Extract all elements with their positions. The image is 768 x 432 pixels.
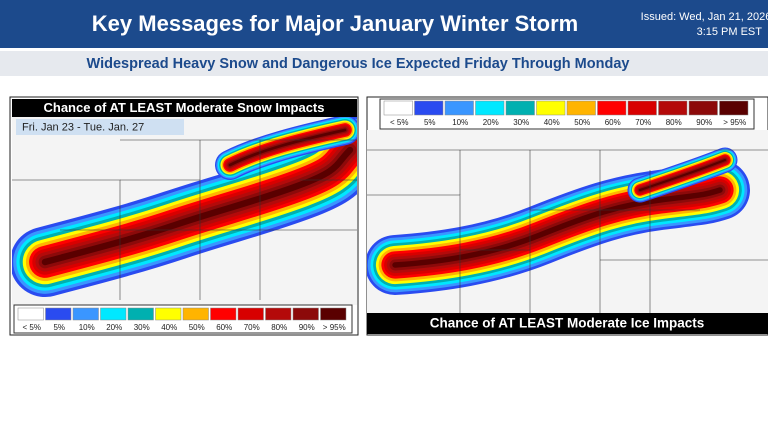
ice-title: Chance of AT LEAST Moderate Ice Impacts: [430, 316, 705, 331]
subtitle: Widespread Heavy Snow and Dangerous Ice …: [87, 56, 630, 72]
probability-band: [41, 146, 354, 266]
snow-title: Chance of AT LEAST Moderate Snow Impacts: [44, 100, 325, 115]
legend-swatch: [45, 307, 72, 321]
legend-label: 80%: [271, 323, 287, 332]
legend-label: 70%: [635, 118, 651, 127]
legend-label: 50%: [189, 323, 205, 332]
legend-label: 60%: [216, 323, 232, 332]
legend-swatch: [505, 100, 535, 116]
legend-label: 50%: [574, 118, 590, 127]
date-box: [16, 119, 184, 135]
legend-swatch: [475, 100, 505, 116]
legend-label: > 95%: [323, 323, 346, 332]
legend-label: < 5%: [23, 323, 41, 332]
date-range: Fri. Jan 23 - Tue. Jan. 27: [22, 121, 144, 133]
issued-date: Issued: Wed, Jan 21, 2026: [641, 11, 768, 23]
legend-swatch: [597, 100, 627, 116]
legend-swatch: [265, 307, 292, 321]
legend-label: 20%: [106, 323, 122, 332]
legend-swatch: [210, 307, 237, 321]
legend-swatch: [566, 100, 596, 116]
legend-label: 90%: [299, 323, 315, 332]
legend-label: 5%: [424, 118, 436, 127]
legend-label: 90%: [696, 118, 712, 127]
legend-swatch: [536, 100, 566, 116]
legend-label: 10%: [452, 118, 468, 127]
legend-label: 30%: [513, 118, 529, 127]
ice-map: [367, 130, 768, 313]
legend-label: 20%: [483, 118, 499, 127]
legend-swatch: [383, 100, 413, 116]
legend-swatch: [292, 307, 319, 321]
snow-title-bar: [12, 99, 357, 117]
legend-label: 80%: [666, 118, 682, 127]
legend-swatch: [627, 100, 657, 116]
legend-label: 40%: [544, 118, 560, 127]
legend-swatch: [658, 100, 688, 116]
legend-swatch: [127, 307, 154, 321]
probability-band: [638, 158, 727, 192]
legend-swatch: [320, 307, 347, 321]
header-title: Key Messages for Major January Winter St…: [92, 11, 578, 36]
legend-swatch: [688, 100, 718, 116]
probability-band: [392, 187, 723, 268]
legend-label: 5%: [53, 323, 65, 332]
legend-swatch: [182, 307, 209, 321]
legend-label: 10%: [79, 323, 95, 332]
legend-label: 30%: [134, 323, 150, 332]
legend-swatch: [155, 307, 182, 321]
legend-label: > 95%: [723, 118, 746, 127]
legend-label: 70%: [244, 323, 260, 332]
legend-swatch: [17, 307, 44, 321]
header-bar: [0, 0, 768, 48]
snow-map: [12, 117, 357, 305]
legend-label: 60%: [605, 118, 621, 127]
legend-swatch: [72, 307, 99, 321]
ice-title-bar: [367, 313, 768, 334]
legend-label: 40%: [161, 323, 177, 332]
legend-swatch: [444, 100, 474, 116]
legend-swatch: [237, 307, 264, 321]
legend-swatch: [100, 307, 127, 321]
legend-label: < 5%: [390, 118, 408, 127]
issued-time: 3:15 PM EST: [697, 26, 763, 38]
legend-swatch: [414, 100, 444, 116]
legend-swatch: [719, 100, 749, 116]
subtitle-bar: [0, 51, 768, 76]
probability-band: [228, 128, 347, 167]
